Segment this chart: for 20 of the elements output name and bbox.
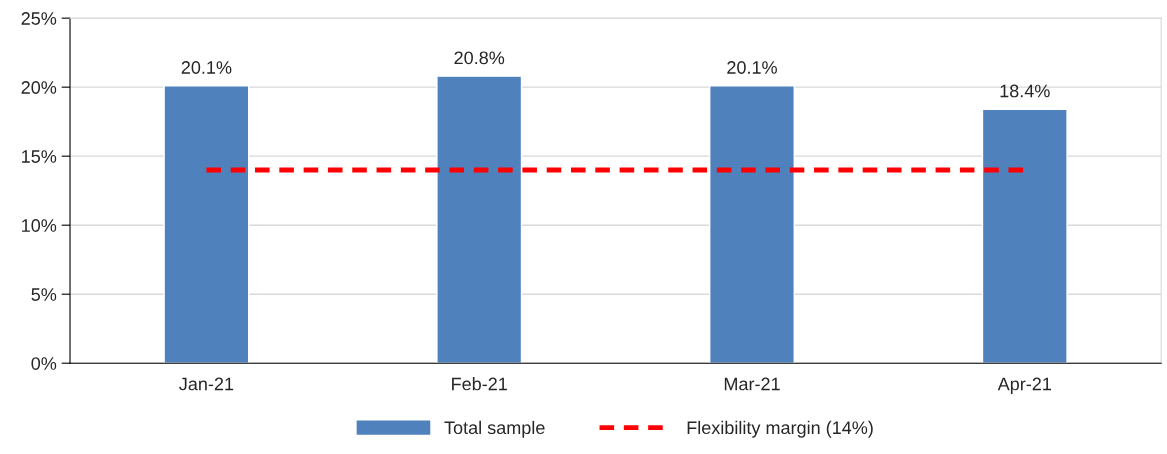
legend-label: Flexibility margin (14%) [687, 420, 873, 438]
y-tick-label: 25% [21, 12, 57, 25]
bar [709, 85, 795, 364]
x-tick-label: Feb-21 [452, 377, 507, 391]
data-label: 18.4% [1000, 84, 1050, 98]
x-tick-label: Mar-21 [724, 377, 780, 391]
data-label: 20.8% [454, 51, 505, 65]
y-tick-label: 20% [21, 81, 57, 94]
bar [436, 75, 523, 364]
y-tick-label: 10% [22, 219, 57, 232]
y-tick-label: 0% [31, 357, 57, 370]
bar [981, 108, 1068, 364]
legend-label: Total sample [444, 420, 545, 438]
data-label: 20.1% [181, 61, 232, 74]
x-tick-label: Apr-21 [997, 377, 1051, 394]
y-tick-label: 5% [31, 288, 57, 301]
x-tick-label: Jan-21 [179, 377, 234, 391]
data-label: 20.1% [727, 61, 777, 74]
y-tick-label: 15% [22, 150, 57, 163]
bar [163, 85, 250, 364]
